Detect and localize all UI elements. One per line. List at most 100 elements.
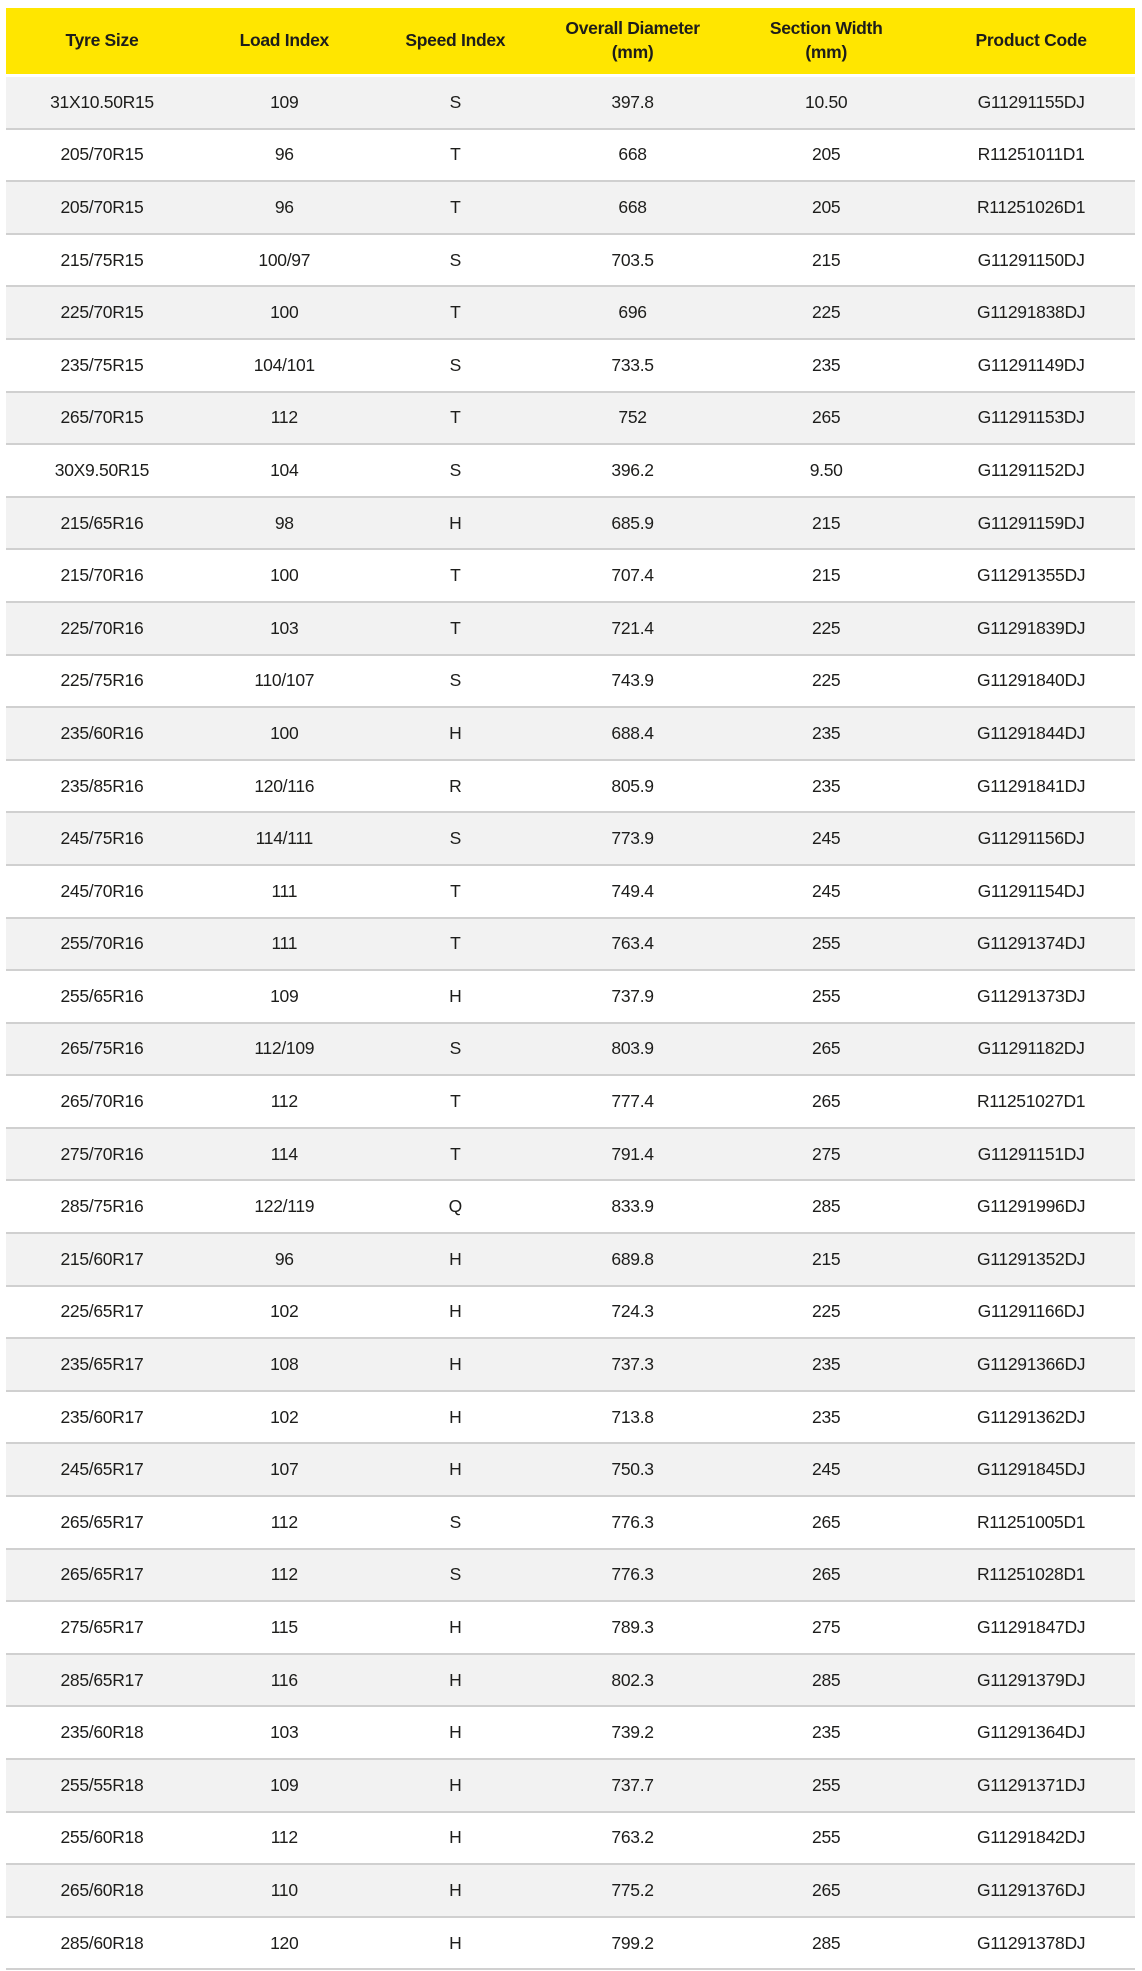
cell: T [370,391,540,446]
table-row: 245/70R16 111 T 749.4 245 G11291154DJ [6,864,1135,919]
cell: G11291371DJ [927,1759,1135,1813]
cell: 215/75R15 [6,233,198,288]
cell: G11291842DJ [927,1811,1135,1866]
cell: 737.7 [540,1759,726,1813]
cell: 115 [197,1601,371,1655]
cell: 685.9 [540,496,726,551]
table-row: 235/65R17 108 H 737.3 235 G11291366DJ [6,1338,1135,1392]
cell: S [370,75,540,130]
cell: 802.3 [540,1653,726,1708]
cell: 721.4 [540,601,726,656]
cell: 833.9 [540,1180,726,1235]
cell: H [370,1338,540,1392]
cell: 245/65R17 [6,1443,198,1498]
cell: 205 [725,181,928,235]
cell: G11291366DJ [927,1338,1135,1392]
cell: 96 [197,181,371,235]
cell: H [370,1811,540,1866]
cell: 112 [197,391,371,446]
cell: 111 [197,917,371,972]
cell: 31X10.50R15 [6,75,198,130]
cell: 285 [725,1653,928,1708]
cell: 707.4 [540,549,726,603]
cell: 265 [725,1496,928,1550]
cell: 763.2 [540,1811,726,1866]
cell: G11291364DJ [927,1706,1135,1760]
table-row: 31X10.50R15 109 S 397.8 10.50 G11291155DJ [6,75,1135,130]
cell: 205/70R15 [6,181,198,235]
cell: 235/85R16 [6,759,198,814]
cell: 225 [725,1285,928,1340]
cell: 733.5 [540,338,726,393]
cell: 112 [197,1811,371,1866]
cell: 112 [197,1496,371,1550]
cell: 285/65R17 [6,1653,198,1708]
cell: 688.4 [540,707,726,761]
cell: 112 [197,1548,371,1603]
column-header-tyre-size: Tyre Size [6,8,198,77]
cell: 255 [725,1759,928,1813]
table-row: 225/70R15 100 T 696 225 G11291838DJ [6,286,1135,340]
cell: G11291154DJ [927,864,1135,919]
cell: 225 [725,654,928,709]
table-row: 205/70R15 96 T 668 205 R11251026D1 [6,181,1135,235]
table-header: Tyre Size Load Index Speed Index Overall Di… [6,8,1135,77]
cell: G11291378DJ [927,1916,1135,1971]
cell: 102 [197,1285,371,1340]
cell: 245 [725,864,928,919]
cell: T [370,917,540,972]
cell: G11291374DJ [927,917,1135,972]
table-row: 255/65R16 109 H 737.9 255 G11291373DJ [6,970,1135,1024]
column-header-section-width: Section Width (mm) [725,8,928,77]
cell: H [370,1864,540,1918]
cell: 215/65R16 [6,496,198,551]
table-row: 215/65R16 98 H 685.9 215 G11291159DJ [6,496,1135,551]
table-row: 245/65R17 107 H 750.3 245 G11291845DJ [6,1443,1135,1498]
cell: 265/70R15 [6,391,198,446]
cell: G11291166DJ [927,1285,1135,1340]
cell: R [370,759,540,814]
cell: H [370,1653,540,1708]
table-header-row: Tyre Size Load Index Speed Index Overall Di… [6,8,1135,77]
cell: 96 [197,1233,371,1287]
cell: 235 [725,1390,928,1445]
cell: 111 [197,864,371,919]
cell: 689.8 [540,1233,726,1287]
cell: G11291996DJ [927,1180,1135,1235]
cell: 98 [197,496,371,551]
table-body: 31X10.50R15 109 S 397.8 10.50 G11291155DJ 205/… [6,75,1135,1971]
cell: 122/119 [197,1180,371,1235]
cell: 275/70R16 [6,1127,198,1182]
table-row: 275/65R17 115 H 789.3 275 G11291847DJ [6,1601,1135,1655]
cell: 255/55R18 [6,1759,198,1813]
cell: G11291352DJ [927,1233,1135,1287]
cell: 255 [725,917,928,972]
cell: S [370,1548,540,1603]
column-header-unit: (mm) [611,42,654,62]
cell: 225/70R15 [6,286,198,340]
cell: H [370,496,540,551]
cell: 110/107 [197,654,371,709]
cell: R11251027D1 [927,1075,1135,1129]
cell: 805.9 [540,759,726,814]
cell: 100/97 [197,233,371,288]
cell: 255 [725,1811,928,1866]
cell: 215 [725,549,928,603]
table-row: 255/70R16 111 T 763.4 255 G11291374DJ [6,917,1135,972]
column-header-unit: (mm) [805,42,847,62]
cell: 775.2 [540,1864,726,1918]
cell: 112/109 [197,1022,371,1077]
cell: 773.9 [540,812,726,866]
cell: 713.8 [540,1390,726,1445]
cell: H [370,970,540,1024]
table-row: 30X9.50R15 104 S 396.2 9.50 G11291152DJ [6,444,1135,498]
cell: 285 [725,1916,928,1971]
cell: G11291845DJ [927,1443,1135,1498]
cell: 235/60R17 [6,1390,198,1445]
table-row: 255/60R18 112 H 763.2 255 G11291842DJ [6,1811,1135,1866]
cell: 752 [540,391,726,446]
cell: 245 [725,1443,928,1498]
cell: 103 [197,1706,371,1760]
cell: G11291155DJ [927,75,1135,130]
